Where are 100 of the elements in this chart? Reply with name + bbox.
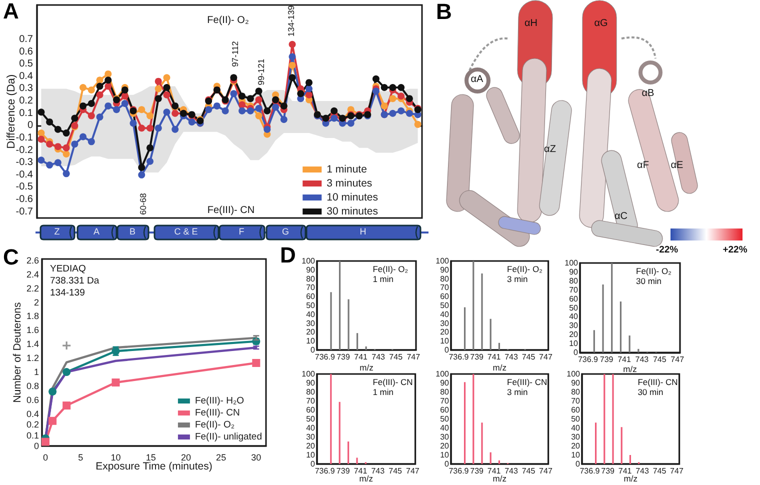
y-tick-label: -0.7 (16, 206, 34, 218)
point (62, 402, 71, 410)
y-tick-label: 2.6 (26, 255, 39, 266)
point (238, 92, 246, 100)
point (255, 104, 262, 112)
x-tick-label: 747 (406, 466, 420, 476)
y-axis-title: Number of Deuterons (12, 302, 24, 403)
annotation: 30 min (638, 387, 664, 398)
x-tick-label: 745 (652, 355, 667, 364)
annotation: YEDIAQ (50, 263, 86, 274)
point (62, 150, 70, 158)
point (288, 53, 296, 60)
y-tick-label: 1 (34, 367, 39, 378)
y-tick-label: 0.6 (26, 394, 39, 405)
point (112, 378, 120, 387)
x-axis-title: m/z (623, 474, 638, 484)
x-tick-label: 739 (470, 352, 484, 362)
y-tick-label: 0.5 (19, 58, 34, 70)
point (88, 86, 95, 94)
legend-label: 3 minutes (326, 178, 372, 190)
x-tick-label: 739 (336, 466, 350, 476)
y-tick-label: 0 (310, 460, 316, 469)
point (389, 110, 396, 117)
y-tick-label: 100 (564, 258, 579, 268)
y-tick-label: 80 (570, 388, 580, 397)
y-tick-label: 0 (27, 120, 34, 132)
y-tick-label: 40 (440, 310, 450, 319)
point (330, 114, 338, 122)
point (104, 70, 112, 78)
annotation: Fe(II)- O₂ (507, 264, 542, 274)
y-tick-label: 40 (569, 312, 579, 322)
x-tick-label: 743 (370, 466, 385, 476)
y-tick-label: 50 (570, 414, 580, 424)
point (130, 120, 137, 127)
x-tick-label: 741 (618, 355, 632, 364)
y-tick-label: 70 (306, 283, 316, 292)
text: B (436, 0, 452, 24)
y-tick-label: 60 (569, 294, 579, 304)
x-tick-label: 741 (354, 352, 368, 362)
annotation: 134-139 (50, 287, 85, 298)
y-tick-label: 60 (306, 292, 316, 302)
point (238, 101, 246, 108)
y-tick-label: 0.1 (26, 430, 39, 441)
point (154, 78, 162, 85)
y-tick-label: 0.3 (19, 83, 34, 94)
point (380, 102, 388, 110)
point (380, 84, 388, 91)
y-tick-label: 30 (306, 318, 316, 328)
y-tick-label: 0.2 (19, 96, 34, 107)
y-tick-label: 1.2 (26, 353, 39, 364)
legend-label: 30 minutes (326, 206, 378, 218)
y-tick-label: 2 (34, 297, 39, 308)
x-tick-label: 15 (146, 452, 156, 462)
point (398, 107, 405, 114)
annotation: 30 min (636, 276, 662, 286)
annotation: Fe(III)- CN (372, 377, 413, 388)
y-tick-label: 0.1 (19, 108, 34, 119)
point (146, 112, 154, 120)
point (406, 95, 413, 102)
point (230, 90, 238, 98)
point (372, 75, 380, 82)
point (188, 118, 196, 126)
text: C & E (174, 226, 198, 236)
y-tick-label: 90 (306, 378, 316, 388)
y-tick-label: 1.4 (26, 339, 39, 350)
point (264, 107, 271, 114)
annotation: 99-121 (256, 58, 266, 86)
y-tick-label: 60 (306, 406, 316, 415)
point (46, 162, 54, 169)
x-tick-label: 745 (522, 466, 536, 476)
y-tick-label: 0.7 (19, 34, 34, 45)
x-tick-label: 743 (635, 355, 650, 364)
point (163, 84, 170, 91)
y-tick-label: 0.8 (26, 380, 39, 391)
y-tick-label: 0 (575, 460, 580, 469)
point (48, 416, 57, 425)
text: αH (524, 18, 538, 29)
legend-label: Fe(II)- unligated (194, 432, 262, 442)
annotation: 3 min (507, 387, 528, 398)
y-tick-label: -0.3 (16, 157, 34, 168)
y-tick-label: 1.8 (26, 311, 39, 322)
y-tick-label: 80 (440, 274, 450, 284)
x-tick-label: 747 (406, 352, 420, 362)
point (71, 140, 78, 148)
point (80, 84, 87, 91)
text: -22% (656, 244, 678, 256)
y-tick-label: 40 (306, 310, 316, 319)
point (154, 85, 162, 92)
point (54, 159, 62, 166)
y-tick-label: 30 (440, 318, 450, 328)
point (288, 74, 296, 82)
point (414, 120, 422, 128)
x-axis-title: m/z (359, 362, 374, 372)
annotation: 3 min (507, 274, 528, 284)
point (255, 96, 262, 104)
text: +22% (722, 244, 748, 256)
x-tick-label: 739 (600, 355, 614, 364)
y-tick-label: 0.2 (26, 419, 39, 430)
point (163, 108, 170, 116)
point (163, 91, 170, 98)
